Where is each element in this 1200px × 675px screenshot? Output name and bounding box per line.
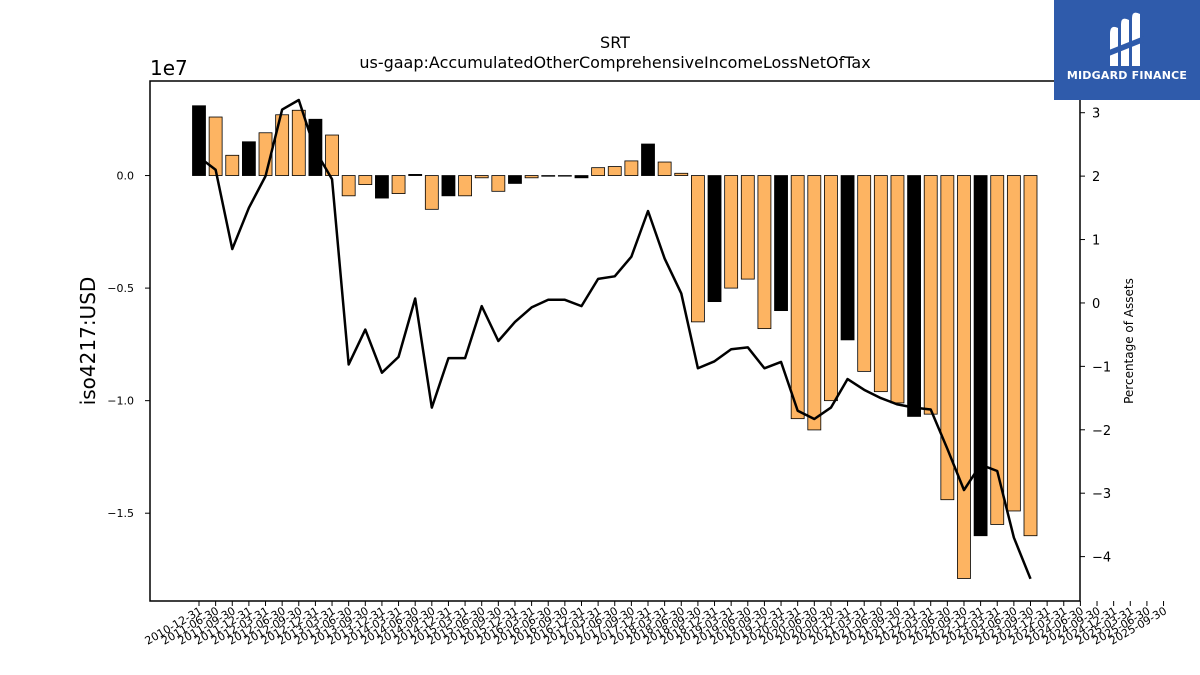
bar (840, 175, 855, 341)
bar (358, 175, 373, 185)
bar (807, 175, 822, 431)
bar (241, 141, 256, 176)
bar (973, 175, 988, 537)
bar (375, 175, 389, 199)
bar (607, 166, 622, 176)
chart-title: SRT (600, 33, 630, 52)
bar (275, 114, 290, 176)
bar (990, 175, 1005, 525)
brand-logo: MIDGARD FINANCE (1054, 0, 1200, 100)
y-tick-label: −1.5 (107, 507, 134, 520)
bar (1023, 175, 1038, 537)
bar (225, 154, 240, 176)
bar (923, 175, 938, 415)
bars-layer (192, 105, 1038, 579)
bar (857, 175, 872, 372)
y2-tick-label: 1 (1092, 234, 1100, 249)
bar (674, 172, 689, 176)
bar (873, 175, 888, 393)
bar (657, 161, 672, 176)
y2-tick-label: −3 (1092, 487, 1111, 502)
bar (790, 175, 805, 420)
y-offset-label: 1e7 (150, 56, 188, 80)
bar (740, 175, 755, 280)
bar (724, 175, 739, 289)
bar (957, 175, 971, 579)
y2-tick-label: 2 (1092, 170, 1100, 185)
bar (458, 175, 472, 197)
bar (341, 175, 356, 197)
bar (824, 175, 838, 402)
y2-tick-label: −1 (1092, 360, 1111, 375)
bar (707, 175, 722, 303)
line-layer (198, 98, 1032, 580)
y-tick-label: −0.5 (107, 282, 134, 295)
bar (474, 175, 489, 179)
bar (508, 175, 522, 184)
y2-tick-label: 0 (1092, 297, 1100, 312)
bar (691, 175, 705, 323)
bar (757, 175, 772, 330)
y-tick-label: −1.0 (107, 395, 134, 408)
bar (907, 175, 921, 417)
bar (408, 174, 423, 176)
bar (774, 175, 788, 312)
y2-tick-label: −4 (1092, 551, 1111, 566)
bar (557, 175, 572, 177)
y2-tick-label: 3 (1092, 107, 1100, 122)
y-axis-label: iso4217:USD (76, 277, 100, 406)
y2-tick-label: −2 (1092, 424, 1111, 439)
y-tick-label: 0.0 (117, 170, 135, 183)
bar (291, 109, 306, 176)
chart-subtitle: us-gaap:AccumulatedOtherComprehensiveInc… (359, 53, 870, 72)
bar (491, 175, 506, 192)
brand-name: MIDGARD FINANCE (1066, 69, 1188, 82)
bar (591, 167, 606, 176)
midgard-logo-icon (1109, 12, 1144, 67)
series-line-percentage-of-assets (198, 98, 1032, 580)
bar (541, 175, 556, 177)
y2-axis-label: Percentage of Assets (1122, 278, 1136, 404)
bar (441, 175, 456, 197)
bar (641, 143, 655, 176)
bar (192, 105, 206, 176)
bar (1006, 175, 1021, 512)
bar (424, 175, 439, 210)
bar (391, 175, 406, 194)
bar (325, 134, 339, 176)
bar (940, 175, 955, 501)
bar (574, 175, 589, 179)
bar (890, 175, 905, 404)
bar (524, 175, 539, 179)
bar (624, 160, 639, 176)
ticks-layer: 0.0−0.5−1.0−1.53210−1−2−3−42010-12-31201… (107, 107, 1169, 648)
